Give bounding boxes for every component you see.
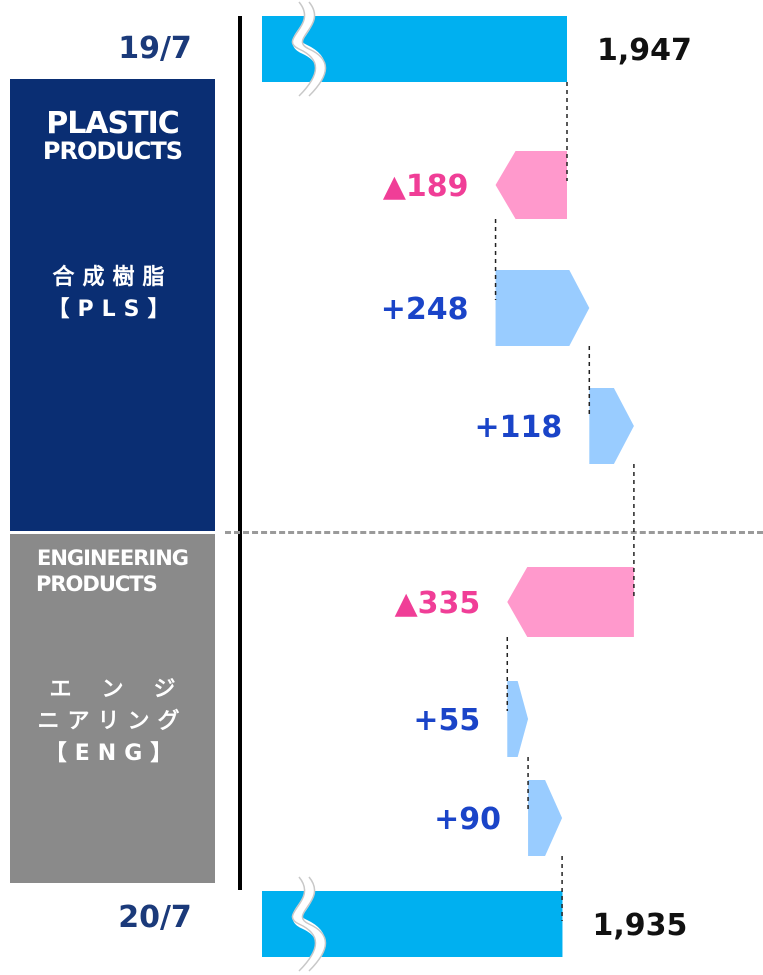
axis-break-line xyxy=(301,1,327,97)
data-label-decrease: ▲189 xyxy=(383,169,469,204)
eng-name-line3: 【ENG】 xyxy=(44,740,181,766)
eng-logo-line1: ENGINEERING xyxy=(36,546,189,570)
axis-break-gap xyxy=(292,0,326,100)
bar-increase xyxy=(495,270,590,346)
axis-break-gap xyxy=(292,873,326,975)
data-label-total: 1,935 xyxy=(592,908,687,943)
pls-logo-line1: PLASTIC xyxy=(46,106,180,141)
data-label-decrease: ▲335 xyxy=(395,586,481,621)
pls-logo-line2: PRODUCTS xyxy=(42,137,183,165)
data-label-increase: +55 xyxy=(413,703,480,738)
period-label-start: 19/7 xyxy=(118,31,192,66)
segment-panel-eng: ENGINEERING PRODUCTS エンジ ニアリング 【ENG】 xyxy=(10,534,215,883)
data-label-increase: +248 xyxy=(381,292,469,327)
bar-increase xyxy=(507,681,529,757)
bar-decrease xyxy=(495,151,567,219)
bar-increase xyxy=(589,388,634,464)
axis-line xyxy=(238,16,242,890)
eng-logo-line2: PRODUCTS xyxy=(36,572,158,596)
axis-break-line xyxy=(301,876,327,972)
eng-name-line1: エンジ xyxy=(49,677,206,702)
segment-panel-pls: PLASTIC PRODUCTS 合成樹脂 【PLS】 xyxy=(10,79,215,531)
bar-decrease xyxy=(507,567,634,637)
axis-break-line xyxy=(291,1,317,97)
eng-segment-name: エンジ ニアリング 【ENG】 xyxy=(10,674,215,770)
pls-name-line2: 【PLS】 xyxy=(47,296,178,322)
pls-segment-name: 合成樹脂 【PLS】 xyxy=(10,262,215,326)
segment-separator xyxy=(225,531,763,534)
eng-name-line2: ニアリング xyxy=(37,708,188,734)
data-label-increase: +90 xyxy=(434,802,501,837)
period-label-end: 20/7 xyxy=(118,900,192,935)
pls-name-line1: 合成樹脂 xyxy=(52,265,173,290)
data-label-increase: +118 xyxy=(475,410,563,445)
data-label-total: 1,947 xyxy=(597,33,692,68)
bar-increase xyxy=(528,780,563,856)
axis-break-line xyxy=(291,876,317,972)
